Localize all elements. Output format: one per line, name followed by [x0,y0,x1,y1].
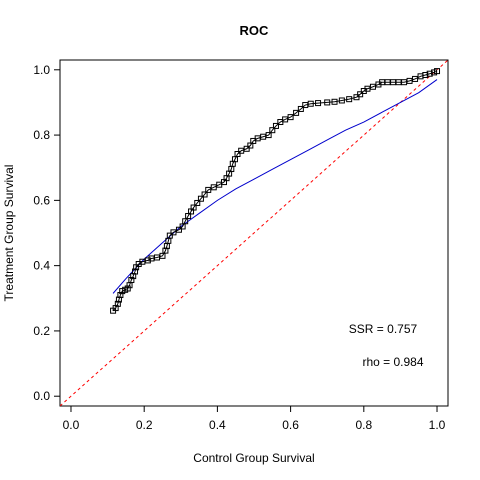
x-tick-label: 0.2 [136,418,153,432]
roc-point [338,97,345,104]
roc-point [114,300,121,307]
x-tick-label: 0.8 [355,418,372,432]
plot-frame [59,59,449,407]
x-tick-label: 0.4 [209,418,226,432]
y-tick-label: 0.0 [33,389,50,403]
x-tick-label: 1.0 [429,418,446,432]
roc-point [175,226,182,233]
roc-point [265,132,272,139]
plot-area [60,60,448,406]
roc-point [307,100,314,107]
roc-point [197,195,204,202]
diagonal-reference-line [60,60,448,406]
roc-point [434,68,441,75]
roc-point [272,122,279,129]
y-tick-label: 1.0 [33,63,50,77]
roc-point [422,72,429,79]
y-tick-label: 0.4 [33,259,50,273]
ssr-annotation: SSR = 0.757 [349,322,418,336]
roc-point [243,145,250,152]
roc-point [117,292,124,299]
roc-point [287,114,294,121]
y-tick-label: 0.6 [33,193,50,207]
roc-point [331,98,338,105]
roc-point [190,204,197,211]
roc-point [269,127,276,134]
roc-point [346,96,353,103]
roc-point [144,257,151,264]
roc-point [124,285,131,292]
roc-point [166,232,173,239]
roc-point [194,199,201,206]
roc-point [315,100,322,107]
empirical-roc-line [112,70,438,312]
roc-point [293,109,300,116]
roc-point [426,70,433,77]
x-axis: 0.0 0.2 0.4 0.6 0.8 1.0 [63,406,446,432]
roc-point [234,151,241,158]
rho-annotation: rho = 0.984 [362,355,423,369]
x-tick-label: 0.0 [63,418,80,432]
x-axis-label: Control Group Survival [193,451,314,465]
y-axis-label: Treatment Group Survival [2,165,16,302]
y-axis: 0.0 0.2 0.4 0.6 0.8 1.0 [33,63,60,403]
x-tick-label: 0.6 [282,418,299,432]
roc-point [132,268,139,275]
y-tick-label: 0.2 [33,324,50,338]
chart-title: ROC [240,23,270,38]
roc-point [297,105,304,112]
roc-point [128,277,135,284]
fitted-curve [112,79,438,294]
roc-point [324,99,331,106]
y-tick-label: 0.8 [33,128,50,142]
roc-point [201,191,208,198]
roc-point [357,91,364,98]
